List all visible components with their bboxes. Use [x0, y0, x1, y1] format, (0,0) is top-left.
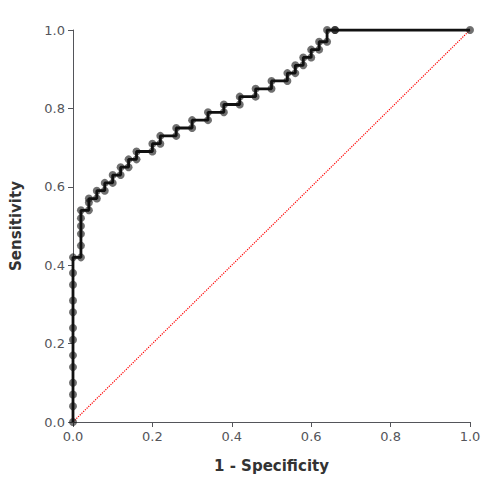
svg-text:1.0: 1.0: [460, 429, 481, 444]
svg-text:0.6: 0.6: [301, 429, 322, 444]
svg-text:0.0: 0.0: [44, 415, 65, 430]
svg-text:0.4: 0.4: [221, 429, 242, 444]
svg-text:0.4: 0.4: [44, 258, 65, 273]
svg-text:1.0: 1.0: [44, 23, 65, 38]
svg-text:0.0: 0.0: [63, 429, 84, 444]
svg-text:0.8: 0.8: [44, 101, 65, 116]
svg-text:0.2: 0.2: [44, 336, 65, 351]
svg-text:Sensitivity: Sensitivity: [7, 181, 25, 271]
svg-text:0.2: 0.2: [142, 429, 163, 444]
svg-text:0.8: 0.8: [380, 429, 401, 444]
svg-text:0.6: 0.6: [44, 179, 65, 194]
svg-text:1 - Specificity: 1 - Specificity: [214, 457, 329, 475]
